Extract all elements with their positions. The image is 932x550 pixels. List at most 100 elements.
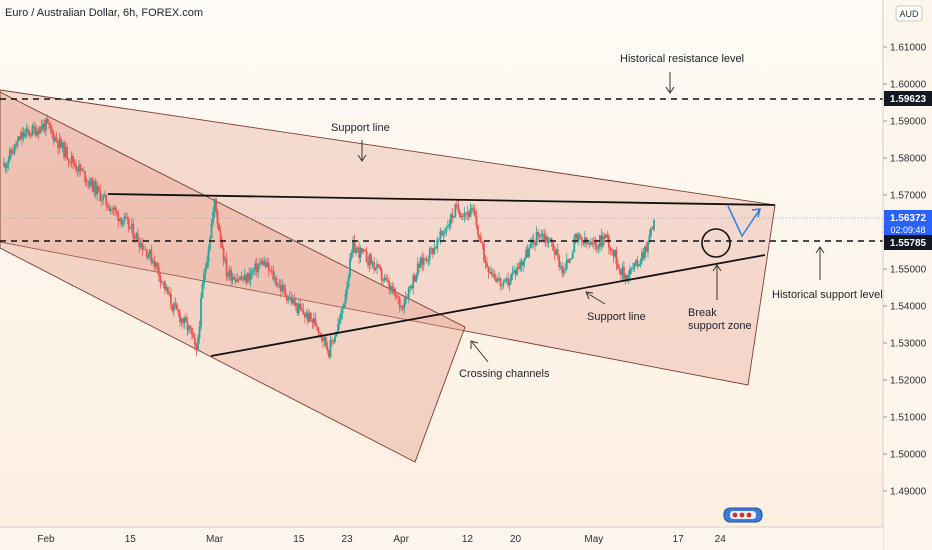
candle-body [58,138,61,148]
candle-body [328,350,330,357]
candle-body [200,297,202,327]
candle-body [607,236,610,249]
candle-body [106,204,109,208]
candle-body [36,130,38,136]
candle-body [365,251,368,263]
candle-body [520,261,523,266]
candle-body [437,239,440,241]
candle-body [40,126,43,130]
candle-body [460,216,463,217]
candle-body [236,279,239,282]
candle-body [191,327,193,335]
candle-body [603,236,606,239]
candle-body [516,267,518,275]
events-badge[interactable] [723,507,763,523]
y-tick-label: 1.50000 [890,450,927,461]
candle-body [496,279,499,282]
candle-body [209,238,211,250]
candle-body [42,123,44,130]
candle-body [127,219,130,229]
candle-body [562,270,565,274]
candle-body [160,281,163,283]
candle-body [361,247,363,252]
candle-body [394,288,397,297]
x-tick-label: Apr [393,534,409,545]
candle-body [94,181,97,195]
candle-body [311,319,314,323]
candle-body [632,268,634,269]
candle-body [589,242,592,245]
candle-body [108,207,111,211]
candle-body [133,238,136,240]
currency-badge[interactable]: AUD [895,5,923,22]
candle-body [162,281,165,283]
candle-body [212,212,214,224]
candle-body [391,286,394,293]
time-axis[interactable]: Feb 15 Mar 15 23 Apr 12 20 May 17 24 [0,526,883,550]
candle-body [431,248,434,255]
resistance-price-tag: 1.59623 [884,91,932,106]
candle-body [439,231,442,240]
candle-body [51,129,53,133]
resistance-price-text: 1.59623 [890,94,927,105]
candle-body [404,297,407,304]
candle-body [547,240,550,243]
candle-body [386,279,389,282]
candle-body [224,258,226,261]
candle-body [382,280,385,281]
candle-body [535,232,538,246]
support-line-label-top: Support line [331,122,390,134]
candle-body [356,247,359,249]
candle-body [281,285,284,291]
candle-body [370,254,372,264]
candle-body [79,164,82,171]
candle-body [442,232,445,236]
candle-body [213,198,216,213]
candle-body [641,252,643,262]
candle-body [102,195,105,201]
candle-body [90,178,93,187]
candle-body [613,249,616,257]
candle-body [647,242,649,252]
time-axis-background [0,527,883,550]
x-tick-label: 23 [341,534,353,545]
annotation-arrows [357,72,825,363]
candle-body [177,309,180,314]
candle-body [406,297,409,299]
x-tick-label: 17 [673,534,685,545]
candle-body [451,214,454,218]
candle-body [117,212,120,221]
candle-body [147,255,150,258]
candle-body [567,259,570,263]
candle-body [534,241,537,246]
candle-body [48,123,50,125]
candle-body [430,248,433,250]
candle-body [511,272,514,275]
candle-body [257,265,260,273]
candle-body [189,325,192,328]
candle-body [82,170,85,172]
support-price-text: 1.55785 [890,238,927,249]
candle-body [183,317,186,324]
candle-body [188,325,190,331]
candle-body [24,133,26,137]
candle-body [571,252,574,258]
candle-body [272,270,275,280]
price-axis[interactable]: 1.610001.600001.590001.580001.570001.560… [882,0,932,550]
candle-body [207,249,210,262]
candle-body [401,305,404,309]
candle-body [606,234,609,237]
candle-body [350,252,353,259]
candle-body [335,332,338,337]
candle-body [525,249,527,259]
candle-body [528,248,531,257]
candle-body [251,271,254,273]
candle-body [303,314,306,318]
candle-body [234,279,237,282]
candle-body [195,344,198,350]
candle-body [555,249,558,255]
candle-body [296,303,299,314]
candle-body [514,270,517,275]
candle-body [185,317,187,322]
